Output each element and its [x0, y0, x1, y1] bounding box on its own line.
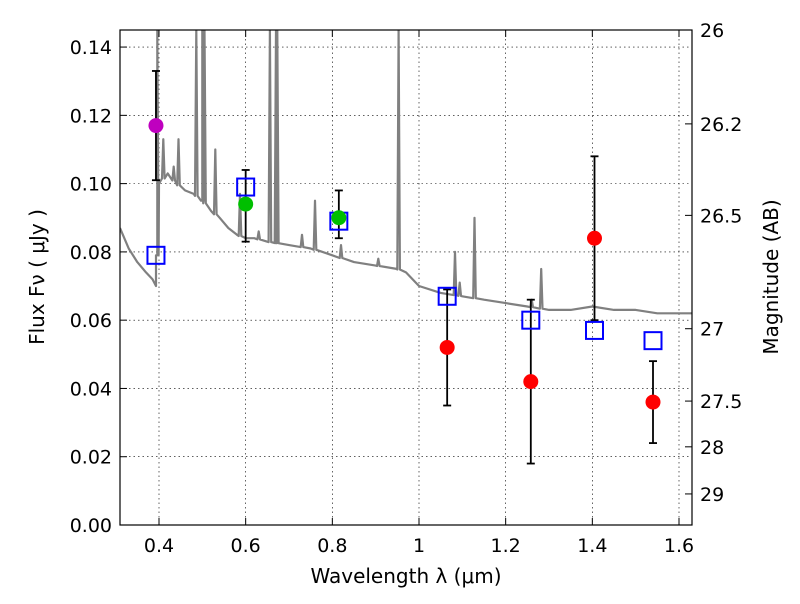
y-tick-label: 0.00: [70, 515, 112, 537]
observed-circle-marker: [439, 339, 455, 355]
y-tick-label: 0.12: [70, 105, 112, 127]
y2-tick-label: 26.5: [700, 205, 742, 227]
x-tick-label: 0.8: [317, 535, 347, 557]
model-square-marker: [146, 245, 166, 265]
x-tick-label: 0.6: [231, 535, 261, 557]
model-square-marker: [521, 310, 541, 330]
y-tick-label: 0.14: [70, 37, 112, 59]
x-axis-label: Wavelength λ (μm): [310, 564, 501, 588]
y-tick-label: 0.08: [70, 242, 112, 264]
y-tick-label: 0.02: [70, 447, 112, 469]
y2-tick-label: 27: [700, 319, 724, 341]
spectrum-line: [120, 30, 692, 315]
spectrum-layer: [120, 30, 692, 315]
y-tick-label: 0.06: [70, 310, 112, 332]
model-square-marker: [585, 320, 604, 340]
y-axis-label: Flux Fν ( μJy ): [25, 209, 49, 345]
y2-tick-label: 29: [700, 484, 724, 506]
x-tick-label: 1: [413, 535, 425, 557]
x-tick-label: 1.4: [577, 535, 607, 557]
y-tick-label: 0.10: [70, 174, 112, 196]
x-tick-label: 1.6: [664, 535, 694, 557]
x-tick-label: 1.2: [491, 535, 521, 557]
tick-labels: 0.4 0.6 0.8 1 1.2 1.4 1.6 0.00 0.02 0.04 0.06 0.08 0…: [70, 20, 743, 557]
y2-tick-label: 26: [700, 20, 724, 42]
model-square-marker: [643, 331, 663, 351]
observed-circle-marker: [587, 230, 602, 246]
observed-circle-marker: [645, 394, 661, 410]
y2-tick-label: 26.2: [700, 114, 742, 136]
observed-circle-marker: [148, 118, 164, 134]
observed-circle-marker: [331, 210, 347, 226]
model-square-marker: [437, 286, 457, 306]
marker-layer: [146, 118, 663, 410]
y2-tick-label: 28: [700, 437, 724, 459]
model-square-marker: [236, 177, 256, 197]
y2-tick-label: 27.5: [700, 391, 742, 413]
observed-circle-marker: [238, 196, 254, 212]
observed-circle-marker: [523, 374, 539, 390]
ticks: [120, 29, 692, 526]
plot-frame: [119, 29, 693, 526]
y2-axis-label: Magnitude (AB): [759, 199, 783, 354]
y-tick-label: 0.04: [70, 378, 112, 400]
x-tick-label: 0.4: [144, 535, 174, 557]
